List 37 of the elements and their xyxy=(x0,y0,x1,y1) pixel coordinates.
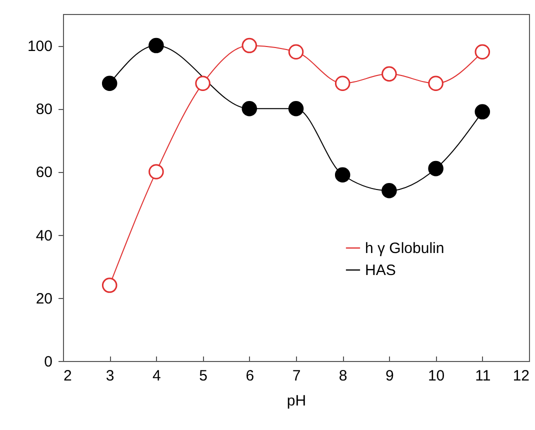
legend-label: HAS xyxy=(365,262,396,279)
point xyxy=(288,44,304,60)
point xyxy=(242,101,258,116)
x-tick-label: 3 xyxy=(106,368,114,384)
y-tick-label: 60 xyxy=(36,164,52,182)
y-tick-label: 0 xyxy=(44,354,52,370)
y-tick-label: 40 xyxy=(36,227,52,244)
x-tick-label: 7 xyxy=(292,368,301,384)
point xyxy=(148,38,164,54)
point xyxy=(334,76,350,92)
x-tick-label: 6 xyxy=(246,368,254,384)
point xyxy=(288,101,304,116)
x-tick-label: 9 xyxy=(386,368,394,384)
point xyxy=(382,183,397,198)
x-tick-label: 11 xyxy=(475,368,491,384)
x-tick-label: 12 xyxy=(512,368,530,384)
x-tick-label: 8 xyxy=(338,368,348,384)
x-axis-title: pH xyxy=(286,392,306,410)
y-tick-label: 80 xyxy=(36,101,52,118)
point xyxy=(334,167,350,183)
x-tick-label: 10 xyxy=(428,368,445,384)
y-tick-label: 20 xyxy=(36,290,52,308)
point xyxy=(474,104,490,120)
point xyxy=(148,164,164,180)
point xyxy=(382,66,397,82)
point xyxy=(428,160,444,176)
point xyxy=(102,76,118,92)
point xyxy=(102,278,118,293)
point xyxy=(428,76,444,92)
legend-label: h γ Globulin xyxy=(365,240,444,257)
x-tick-label: 4 xyxy=(152,368,161,384)
point xyxy=(474,44,490,60)
x-tick-label: 2 xyxy=(64,368,72,384)
y-tick-label: 100 xyxy=(27,38,52,56)
x-tick-label: 5 xyxy=(199,368,208,384)
point xyxy=(195,76,210,92)
point xyxy=(242,38,258,54)
